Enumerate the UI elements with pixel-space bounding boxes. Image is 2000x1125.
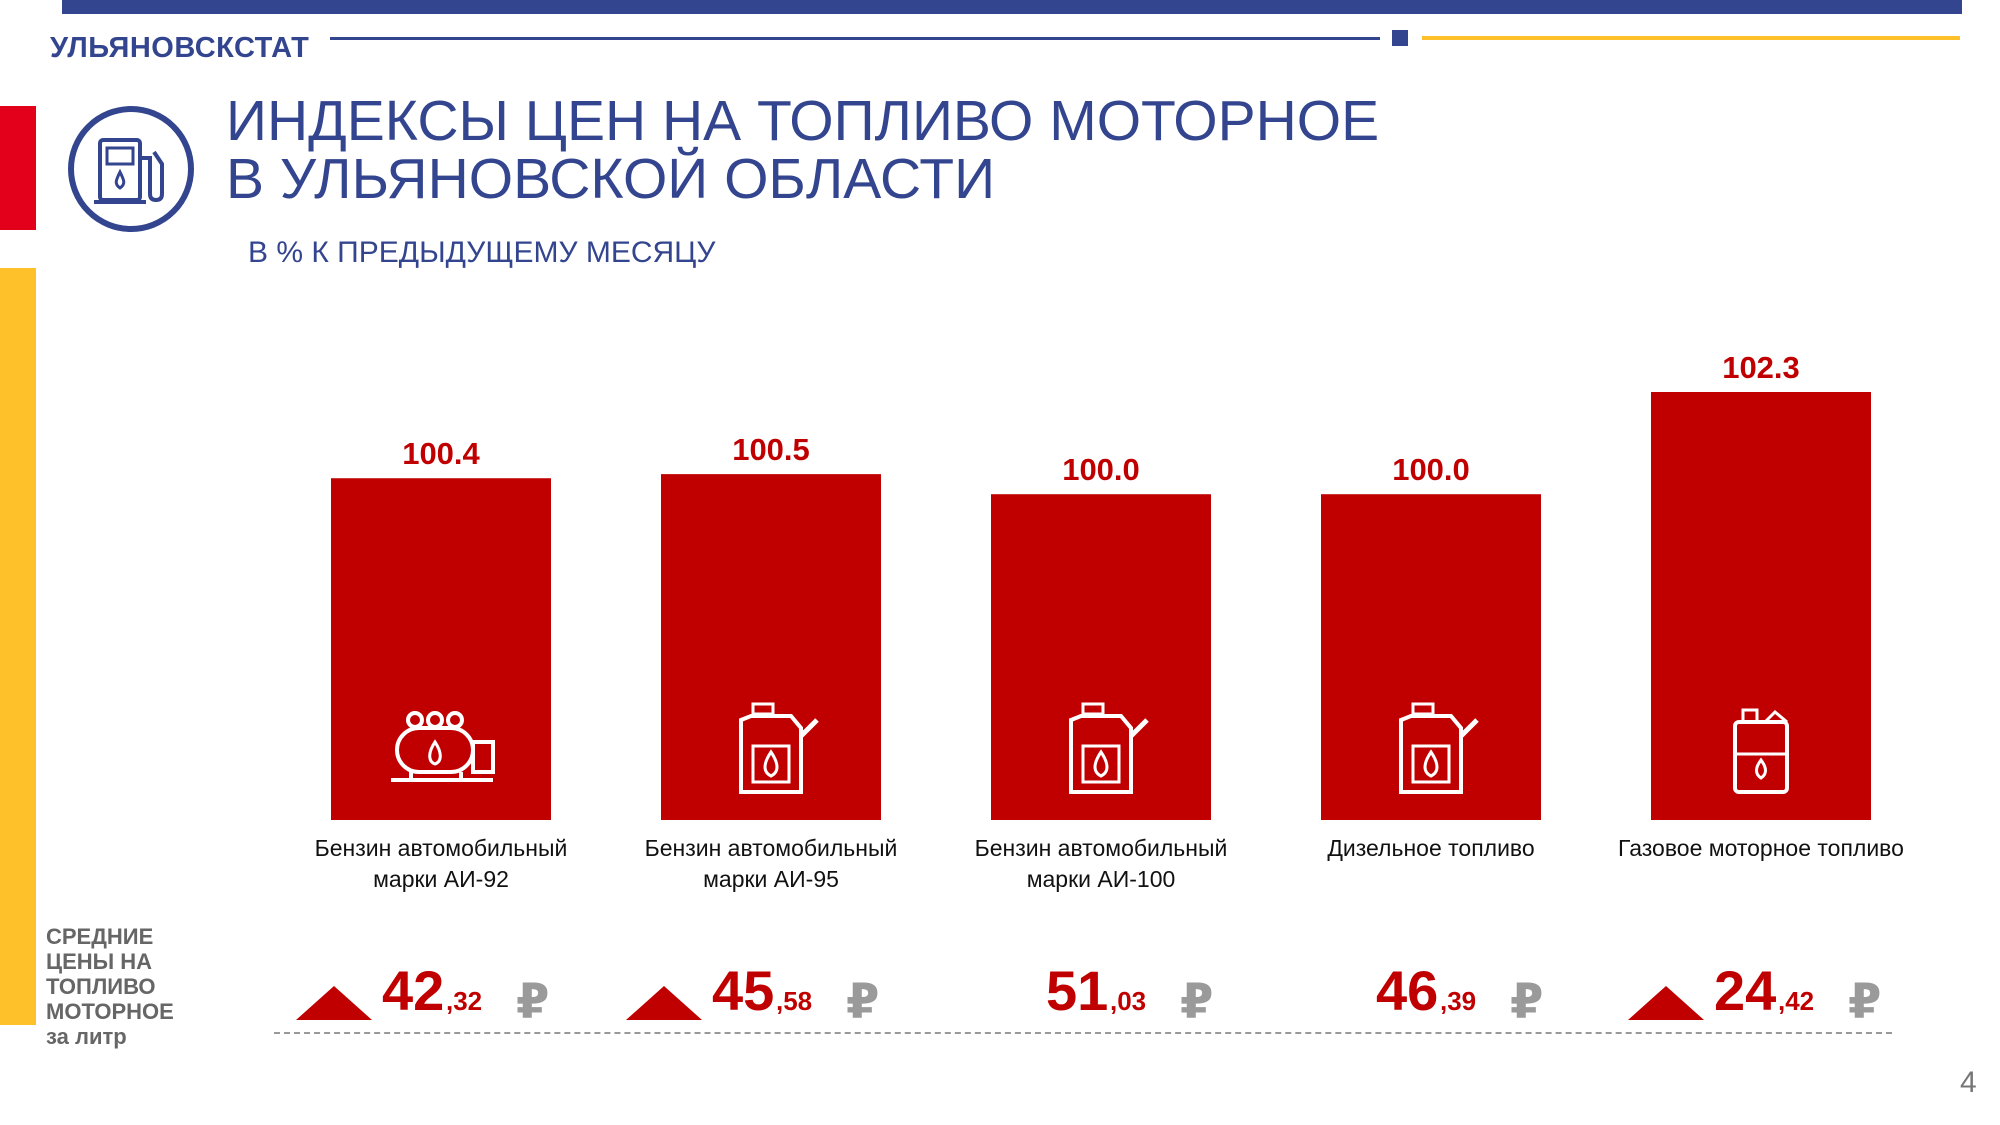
price-fraction: ,58 xyxy=(776,986,813,1016)
category-label-line: Бензин автомобильный xyxy=(314,835,568,861)
dashed-divider xyxy=(274,1032,1892,1034)
data-label: 100.4 xyxy=(402,436,480,471)
category-label-line: марки АИ-100 xyxy=(1026,866,1176,892)
chart-subtitle: В % К ПРЕДЫДУЩЕМУ МЕСЯЦУ xyxy=(248,236,716,269)
price-whole: 46 xyxy=(1376,959,1439,1022)
header-divider-yellow xyxy=(1422,36,1960,40)
fuel-pump-icon xyxy=(68,106,194,232)
header-divider-blue xyxy=(330,37,1380,40)
header-square-marker xyxy=(1392,30,1408,46)
category-label-line: марки АИ-92 xyxy=(373,866,509,892)
price-fraction: ,32 xyxy=(446,986,483,1016)
price-fraction: ,03 xyxy=(1110,986,1147,1016)
data-label: 100.0 xyxy=(1062,452,1140,487)
jerrycan-icon xyxy=(1733,708,1789,794)
side-accent-yellow xyxy=(0,268,36,1025)
data-label: 100.5 xyxy=(732,432,810,467)
price-fraction: ,39 xyxy=(1440,986,1477,1016)
category-label-line: Бензин автомобильный xyxy=(974,835,1228,861)
ruble-icon: ₽ xyxy=(516,976,550,1029)
gas-tank-icon xyxy=(391,711,495,782)
price-whole: 24 xyxy=(1714,959,1777,1022)
brand-name: УЛЬЯНОВСКСТАТ xyxy=(50,32,310,64)
ruble-icon: ₽ xyxy=(1848,976,1882,1029)
title-line-2: В УЛЬЯНОВСКОЙ ОБЛАСТИ xyxy=(226,147,996,211)
category-label: Газовое моторное топливо xyxy=(1606,833,1916,864)
average-price: 45,58 ₽ xyxy=(626,958,946,1029)
category-label: Бензин автомобильный марки АИ-95 xyxy=(616,833,926,895)
price-whole: 51 xyxy=(1046,959,1109,1022)
ruble-icon: ₽ xyxy=(1180,976,1214,1029)
ruble-icon: ₽ xyxy=(846,976,880,1029)
page-title: ИНДЕКСЫ ЦЕН НА ТОПЛИВО МОТОРНОЕ В УЛЬЯНО… xyxy=(226,92,1726,208)
category-label-line: Бензин автомобильный xyxy=(644,835,898,861)
caption-line: ТОПЛИВО xyxy=(46,974,156,999)
category-label: Бензин автомобильный марки АИ-100 xyxy=(946,833,1256,895)
average-price: 51,03 ₽ xyxy=(1046,958,1366,1029)
price-whole: 45 xyxy=(712,959,775,1022)
bar xyxy=(331,478,551,820)
category-label-line: Дизельное топливо xyxy=(1327,835,1535,861)
fuel-canister-icon xyxy=(739,702,819,794)
bar xyxy=(1321,494,1541,820)
trend-up-icon xyxy=(1628,986,1704,1020)
category-label: Дизельное топливо xyxy=(1276,833,1586,864)
average-prices-caption: СРЕДНИЕ ЦЕНЫ НА ТОПЛИВО МОТОРНОЕ за литр xyxy=(46,924,226,1049)
average-price: 46,39 ₽ xyxy=(1376,958,1696,1029)
bar xyxy=(661,474,881,820)
average-price: 42,32 ₽ xyxy=(296,958,616,1029)
caption-line: за литр xyxy=(46,1024,127,1049)
title-line-1: ИНДЕКСЫ ЦЕН НА ТОПЛИВО МОТОРНОЕ xyxy=(226,89,1380,153)
category-label-line: марки АИ-95 xyxy=(703,866,839,892)
category-label-line: Газовое моторное топливо xyxy=(1618,835,1904,861)
caption-line: МОТОРНОЕ xyxy=(46,999,174,1024)
category-label: Бензин автомобильный марки АИ-92 xyxy=(286,833,596,895)
fuel-canister-icon xyxy=(1399,702,1479,794)
trend-up-icon xyxy=(626,986,702,1020)
price-whole: 42 xyxy=(382,959,445,1022)
trend-up-icon xyxy=(296,986,372,1020)
average-price: 24,42 ₽ xyxy=(1628,958,1948,1029)
page-number: 4 xyxy=(1960,1066,1977,1099)
caption-line: СРЕДНИЕ xyxy=(46,924,154,949)
data-label: 100.0 xyxy=(1392,452,1470,487)
data-label: 102.3 xyxy=(1722,350,1800,385)
side-accent-red xyxy=(0,106,36,230)
bar xyxy=(1651,392,1871,820)
bar xyxy=(991,494,1211,820)
fuel-canister-icon xyxy=(1069,702,1149,794)
price-fraction: ,42 xyxy=(1778,986,1815,1016)
caption-line: ЦЕНЫ НА xyxy=(46,949,153,974)
top-accent-bar xyxy=(62,0,1962,14)
ruble-icon: ₽ xyxy=(1510,976,1544,1029)
